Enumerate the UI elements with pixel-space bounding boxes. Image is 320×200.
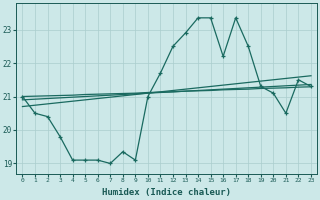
X-axis label: Humidex (Indice chaleur): Humidex (Indice chaleur) bbox=[102, 188, 231, 197]
